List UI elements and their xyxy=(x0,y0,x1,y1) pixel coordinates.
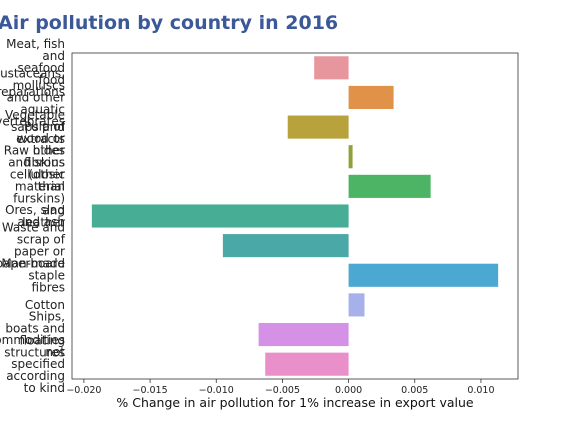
x-axis: −0.020 −0.015 −0.010 −0.005 0.000 0.005 0.010 xyxy=(66,379,495,396)
category-label: Pulp of wood or other fibrous cellulosic mate… xyxy=(10,120,66,194)
category-labels: Meat, fishandseafoodfoodpreparationsCrus… xyxy=(0,37,66,395)
category-label: Meat, fishandseafoodfoodpreparations xyxy=(0,37,65,99)
bar xyxy=(265,352,349,376)
x-axis-label: % Change in air pollution for 1% increas… xyxy=(116,395,474,410)
bar xyxy=(287,115,349,139)
category-label: Man-made staple fibres xyxy=(1,256,65,294)
bar xyxy=(348,293,365,317)
category-label: Ores, slag and ash xyxy=(5,203,65,229)
bar xyxy=(348,174,431,198)
x-tick-label: 0.000 xyxy=(335,385,362,396)
bar xyxy=(258,322,349,347)
bars xyxy=(91,56,499,376)
category-label: Waste and scrap of paper or paperboard xyxy=(0,221,66,271)
x-tick-label: −0.015 xyxy=(132,385,167,396)
bar xyxy=(348,85,394,110)
x-tick-label: −0.005 xyxy=(265,385,300,396)
chart-title: Air pollution by country in 2016 xyxy=(0,12,338,34)
category-label: Ships, boats and floating structures xyxy=(4,310,65,360)
bar xyxy=(348,145,353,169)
x-tick-label: −0.010 xyxy=(199,385,234,396)
bar xyxy=(314,56,349,80)
category-label: Raw hides and skins (other than furskins) and… xyxy=(4,143,65,229)
x-tick-label: 0.010 xyxy=(467,385,494,396)
x-tick-label: −0.020 xyxy=(66,385,101,396)
category-label: Vegetable saps and extracts xyxy=(5,108,65,146)
category-label: Commoditiesnotspecifiedaccordingto kind xyxy=(0,333,65,395)
bar xyxy=(222,234,349,258)
category-label: Cotton xyxy=(25,298,65,312)
bar xyxy=(91,204,349,228)
x-tick-label: 0.005 xyxy=(401,385,428,396)
bar xyxy=(348,263,499,287)
